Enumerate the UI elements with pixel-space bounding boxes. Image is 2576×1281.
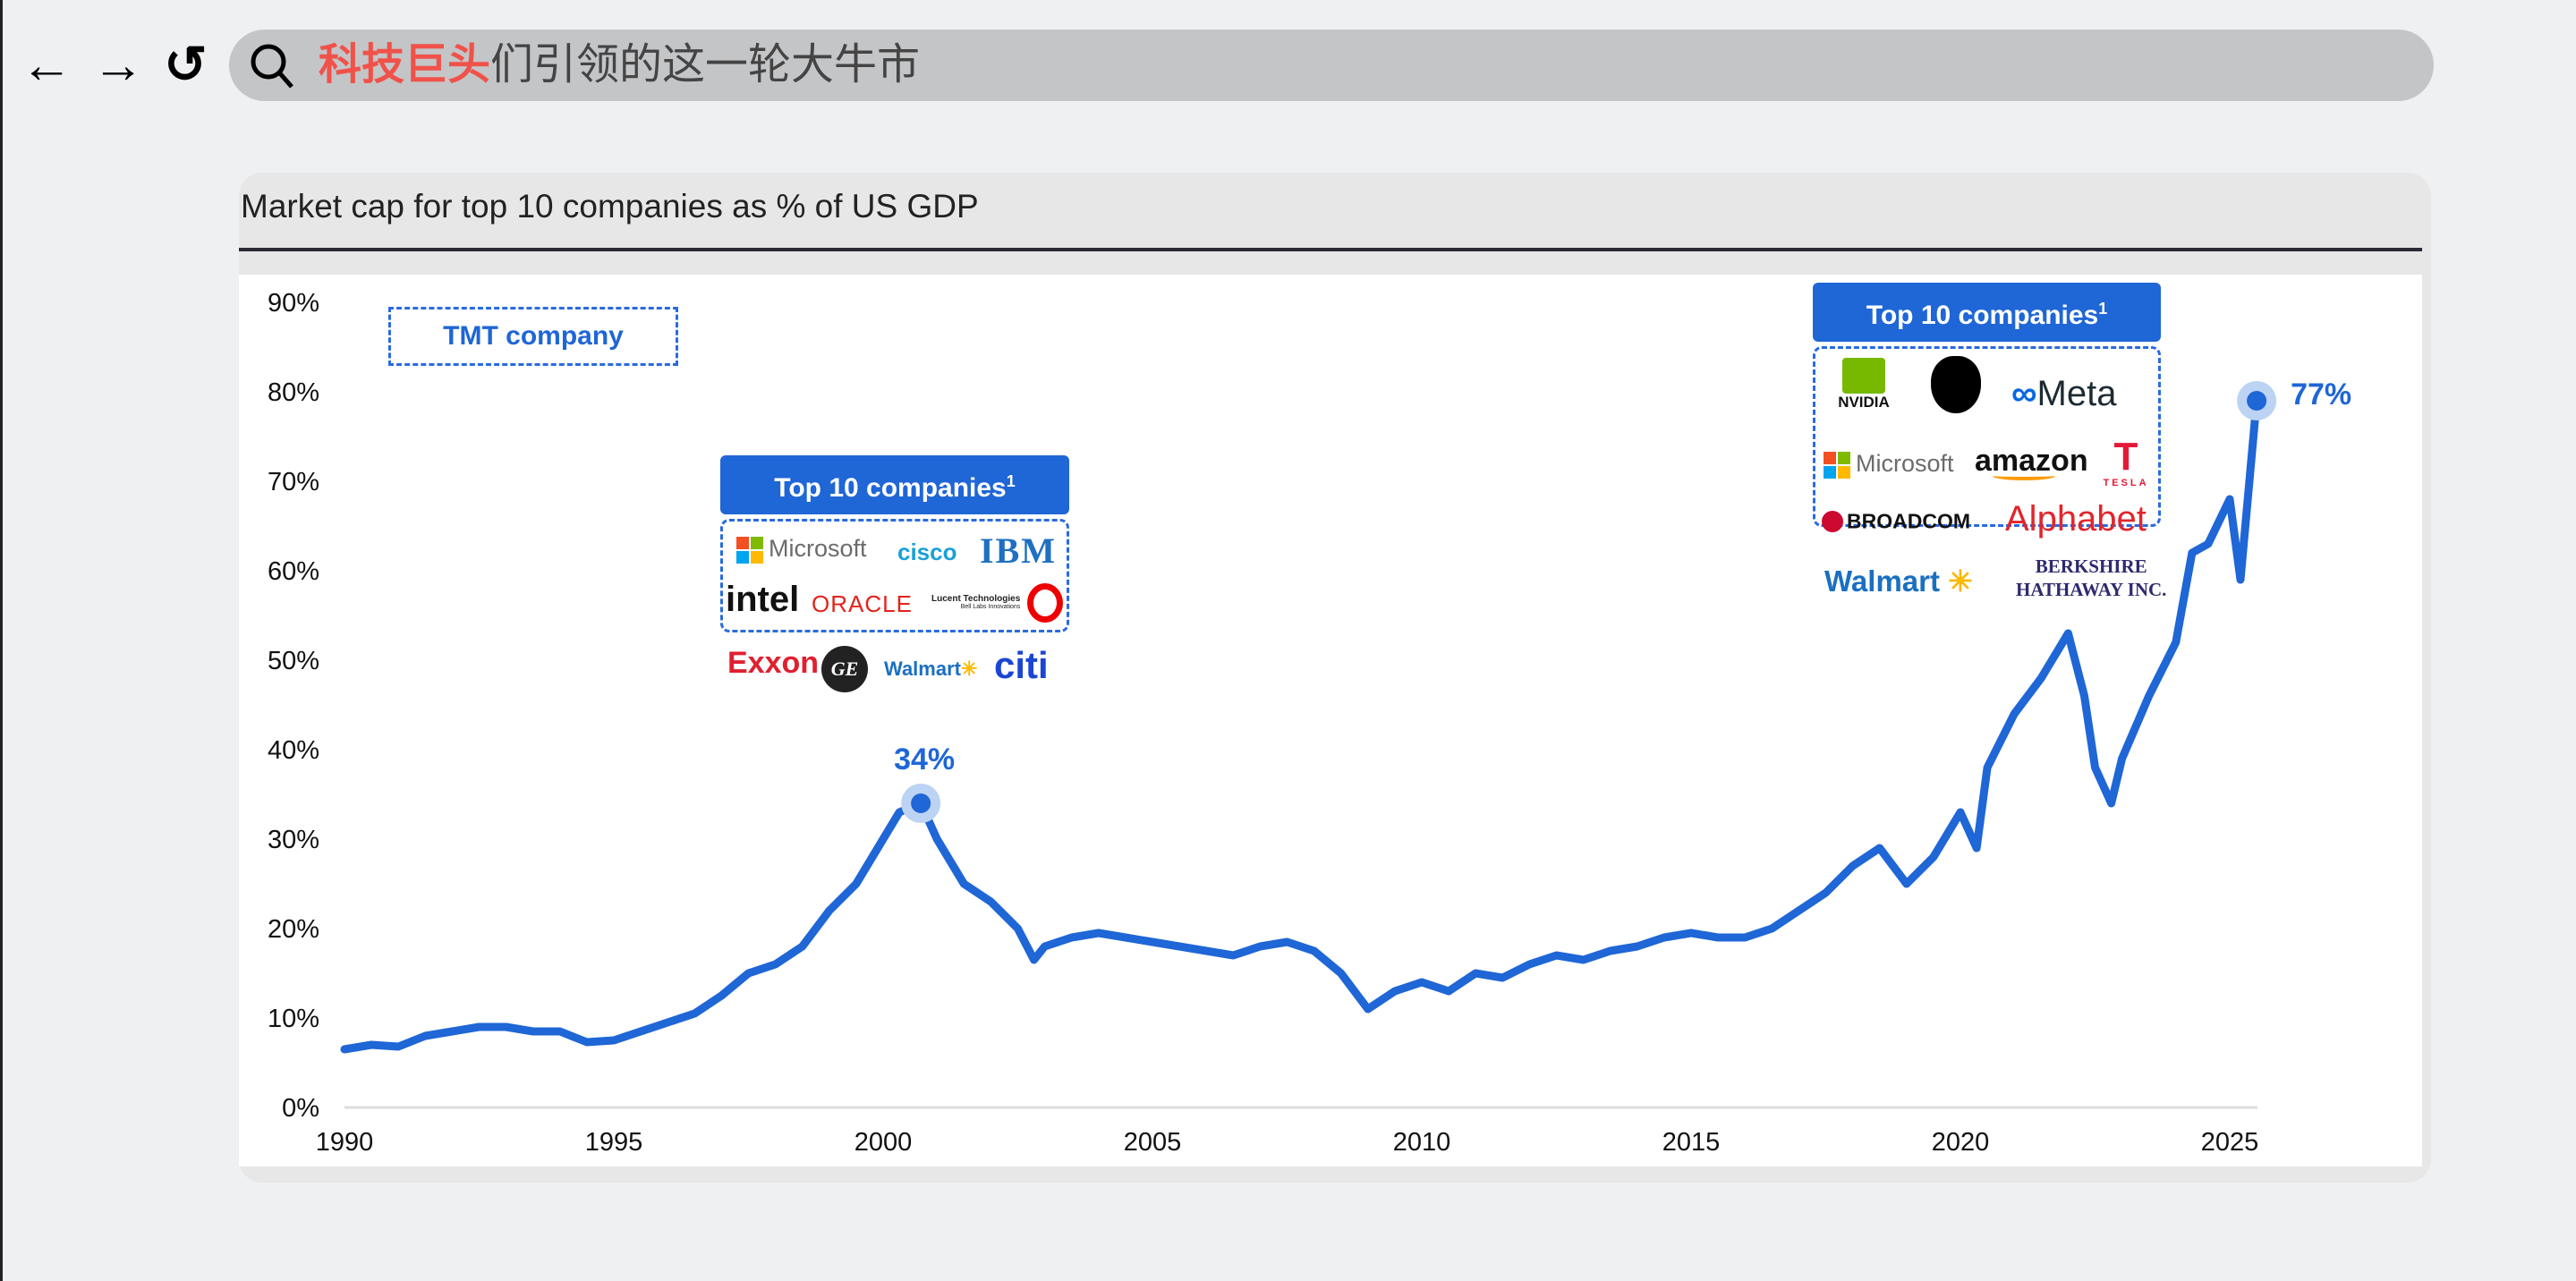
logo-oracle: ORACLE <box>812 590 913 617</box>
x-tick-label: 2000 <box>854 1128 913 1157</box>
logo-alphabet: Alphabet <box>2005 499 2147 539</box>
annotation-point <box>911 793 931 813</box>
logo-intel: intel <box>726 580 800 619</box>
broadcom-icon <box>1822 510 1843 532</box>
title-divider <box>239 248 2422 251</box>
walmart-spark-icon: ✳ <box>960 657 978 680</box>
logo-nvidia: NVIDIA <box>1828 358 1900 411</box>
logo-microsoft: Microsoft <box>736 535 867 564</box>
y-tick-label: 30% <box>268 826 319 854</box>
lucent-ring-icon <box>1027 583 1063 623</box>
plot-area <box>239 275 2422 1166</box>
y-tick-label: 90% <box>268 289 319 318</box>
microsoft-icon <box>1824 451 1850 479</box>
left-group-tmt-box <box>720 519 1069 632</box>
tesla-t-icon: T <box>2113 435 2138 479</box>
x-tick-label: 2010 <box>1393 1128 1451 1157</box>
logo-walmart-2000: Walmart✳ <box>884 657 978 680</box>
search-rest: 们引领的这一轮大牛市 <box>490 41 921 89</box>
series-line <box>340 396 2261 1054</box>
x-tick-label: 2020 <box>1932 1128 1990 1157</box>
y-tick-label: 80% <box>268 378 319 407</box>
annotation-label: 34% <box>894 742 955 776</box>
logo-broadcom: BROADCOM <box>1822 508 1970 533</box>
x-tick-label: 2005 <box>1124 1128 1182 1157</box>
y-tick-label: 10% <box>268 1005 319 1033</box>
x-tick-label: 2015 <box>1662 1128 1721 1157</box>
logo-berkshire: Berkshire Hathaway Inc. <box>2016 556 2167 600</box>
search-highlight: 科技巨头 <box>319 41 491 89</box>
legend-tmt-company: TMT company <box>388 307 678 366</box>
annotation-label: 77% <box>2291 378 2351 411</box>
forward-button[interactable]: → <box>92 36 144 94</box>
logo-ibm: IBM <box>980 530 1057 571</box>
right-group-tmt-box <box>1813 346 2161 527</box>
x-tick-label: 2025 <box>2201 1128 2259 1157</box>
logo-ge: GE <box>821 646 868 692</box>
x-tick-label: 1990 <box>316 1128 374 1157</box>
logo-amazon: amazon <box>1975 444 2088 480</box>
y-tick-label: 40% <box>268 736 319 765</box>
logo-lucent: Lucent Technologies Bell Labs Innovations <box>931 594 1021 610</box>
y-tick-label: 50% <box>268 647 319 675</box>
left-group-header: Top 10 companies1 <box>720 455 1069 514</box>
line-chart: 0% 10% 20% 30% 40% 50% 60% 70% 80% 90% 1990 1995 200… <box>268 289 2351 1157</box>
logo-citi: citi <box>994 644 1049 686</box>
annotation-point <box>2247 391 2267 411</box>
x-tick-label: 1995 <box>585 1128 643 1157</box>
y-tick-label: 70% <box>268 468 319 496</box>
logo-tesla: T TESLA <box>2101 435 2151 489</box>
back-button[interactable]: ← <box>21 36 72 94</box>
logo-walmart-2025: Walmart ✳ <box>1824 564 1973 598</box>
logo-microsoft-2025: Microsoft <box>1824 450 1954 479</box>
chart-title: Market cap for top 10 companies as % of … <box>241 188 979 225</box>
y-tick-label: 60% <box>268 557 319 586</box>
logo-cisco: cisco <box>897 539 957 565</box>
search-bar[interactable]: 科技巨头们引领的这一轮大牛市 <box>229 30 2434 101</box>
walmart-spark-icon: ✳ <box>1939 564 1973 598</box>
search-icon <box>251 44 293 89</box>
logo-meta: ∞Meta <box>2011 374 2117 413</box>
logo-apple <box>1931 356 1981 413</box>
logo-exxon: Exxon <box>727 646 820 680</box>
meta-infinity-icon: ∞ <box>2011 374 2037 413</box>
y-tick-label: 0% <box>282 1094 319 1123</box>
microsoft-icon <box>736 536 763 564</box>
y-tick-label: 20% <box>268 915 319 944</box>
nvidia-eye-icon <box>1842 358 1885 394</box>
right-group-header: Top 10 companies1 <box>1813 283 2161 342</box>
search-query[interactable]: 科技巨头们引领的这一轮大牛市 <box>319 38 920 92</box>
amazon-smile-icon <box>1993 471 2055 480</box>
